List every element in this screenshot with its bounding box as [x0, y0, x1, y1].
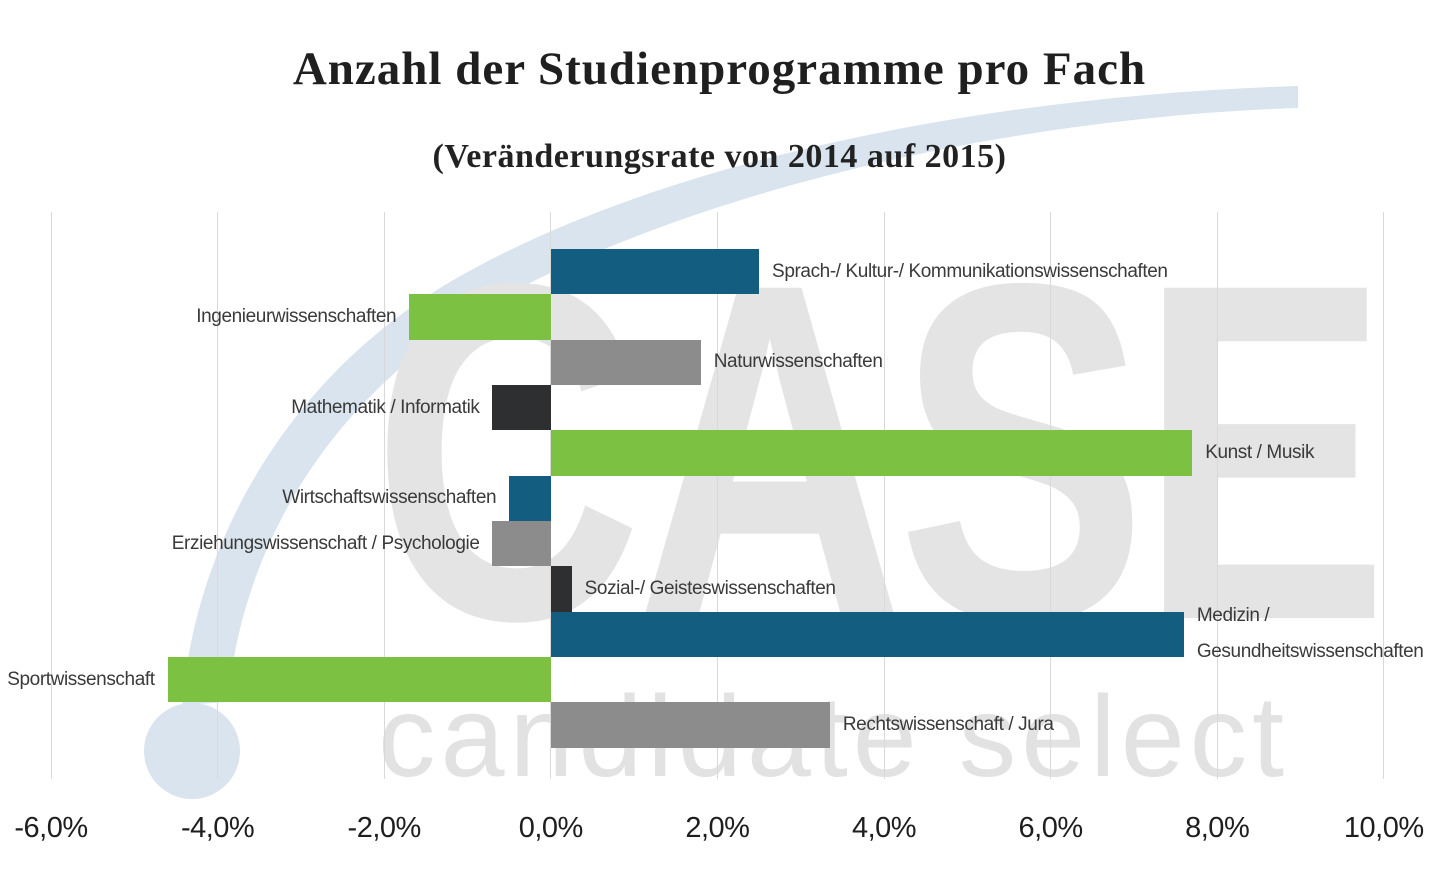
chart-bar-11 [550, 702, 830, 748]
x-axis-tick-label--6,0%: -6,0% [14, 812, 88, 844]
bar-label-6: Wirtschaftswissenschaften [282, 476, 496, 521]
bar-label-9: Medizin / Gesundheitswissenschaften [1197, 605, 1424, 662]
bar-label-8: Sozial-/ Geisteswissenschaften [585, 566, 836, 611]
bar-label-10: Sportwissenschaft [7, 657, 155, 702]
bar-label-line: Rechtswissenschaft / Jura [842, 713, 1054, 735]
bar-label-line: Sportwissenschaft [7, 668, 155, 690]
chart-bar-4 [492, 384, 551, 431]
bar-label-line: Sozial-/ Geisteswissenschaften [584, 577, 836, 599]
chart-bar-10 [167, 656, 551, 703]
chart-bar-5 [550, 430, 1193, 476]
gridline--6pct [50, 212, 52, 779]
swoosh-dot [144, 703, 240, 799]
gridline-0pct [550, 212, 552, 779]
gridline-4pct [883, 212, 885, 779]
gridline-2pct [716, 212, 718, 779]
bar-label-4: Mathematik / Informatik [291, 385, 480, 430]
bar-label-line: Medizin / [1196, 605, 1270, 627]
chart-bar-9 [550, 611, 1184, 657]
bar-label-line: Erziehungswissenschaft / Psychologie [171, 532, 480, 554]
bar-label-line: Sprach-/ Kultur-/ Kommunikationswissensc… [772, 260, 1168, 282]
x-axis-tick-label--4,0%: -4,0% [180, 812, 255, 844]
bar-label-7: Erziehungswissenschaft / Psychologie [172, 521, 480, 566]
bar-label-3: Naturwissenschaften [714, 340, 883, 385]
gridline-6pct [1050, 212, 1052, 779]
x-axis-tick-label-10,0%: 10,0% [1343, 812, 1424, 844]
bar-label-line: Naturwissenschaften [713, 351, 883, 373]
gridline-10pct [1383, 212, 1385, 779]
bar-label-line: Gesundheitswissenschaften [1196, 641, 1424, 663]
gridline--2pct [383, 212, 385, 779]
chart-bar-8 [550, 566, 572, 612]
chart-bar-6 [509, 475, 551, 521]
chart-bar-7 [492, 520, 551, 567]
x-axis-tick-label--2,0%: -2,0% [347, 812, 422, 844]
bar-label-5: Kunst / Musik [1205, 430, 1314, 475]
chart-bar-2 [409, 294, 551, 340]
chart-subtitle: (Veränderungsrate von 2014 auf 2015) [432, 138, 1007, 175]
bar-label-line: Wirtschaftswissenschaften [282, 487, 497, 509]
gridline--4pct [217, 212, 219, 779]
bar-label-1: Sprach-/ Kultur-/ Kommunikationswissensc… [772, 249, 1168, 294]
x-axis-tick-label-2,0%: 2,0% [685, 812, 750, 844]
bar-label-11: Rechtswissenschaft / Jura [843, 702, 1054, 747]
chart-bar-1 [550, 249, 760, 295]
bar-label-line: Ingenieurwissenschaften [196, 305, 397, 327]
x-axis-tick-label-4,0%: 4,0% [851, 812, 917, 844]
bar-label-2: Ingenieurwissenschaften [196, 294, 396, 339]
chart-bar-3 [550, 339, 701, 385]
bar-label-line: Kunst / Musik [1205, 441, 1315, 463]
x-axis-tick-label-6,0%: 6,0% [1018, 812, 1084, 844]
x-axis-tick-label-8,0%: 8,0% [1185, 812, 1250, 844]
bar-label-line: Mathematik / Informatik [291, 396, 480, 418]
x-axis-tick-label-0,0%: 0,0% [518, 812, 584, 844]
chart-title: Anzahl der Studienprogramme pro Fach [292, 43, 1147, 95]
gridline-8pct [1216, 212, 1218, 779]
